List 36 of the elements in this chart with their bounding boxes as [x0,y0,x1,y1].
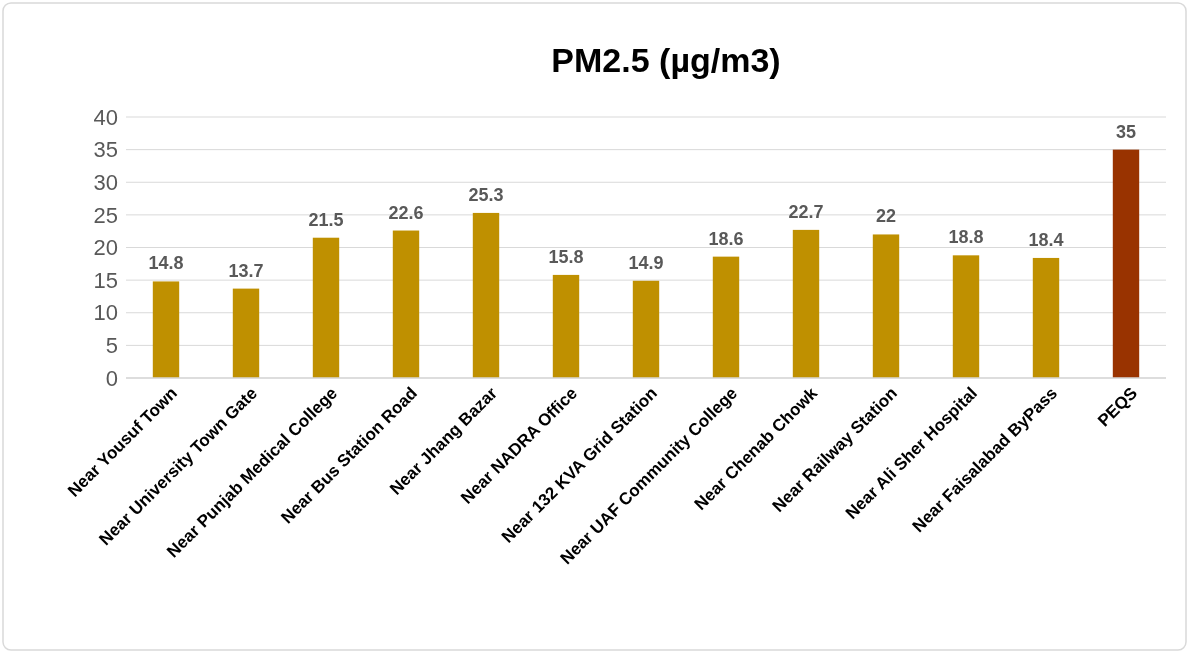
bar [152,281,180,378]
data-label: 14.8 [148,253,184,274]
data-label: 13.7 [228,260,264,281]
bar [552,274,580,378]
y-tick-label: 25 [93,202,118,228]
chart-title: PM2.5 (µg/m3) [551,41,781,79]
bar [792,229,820,378]
y-tick-label: 10 [93,300,118,326]
bar [392,230,420,378]
data-label: 15.8 [548,246,584,267]
y-tick-label: 30 [93,169,118,195]
data-label: 35 [1115,121,1137,142]
bar [1112,149,1140,378]
y-tick-label: 0 [105,365,118,391]
bar [1032,257,1060,378]
bar [312,237,340,378]
bar [872,234,900,378]
bar [232,288,260,378]
data-label: 25.3 [468,184,504,205]
y-tick-label: 40 [93,104,118,130]
y-tick-label: 35 [93,137,118,163]
data-label: 22 [875,206,897,227]
bar [472,212,500,378]
data-label: 14.9 [628,252,664,273]
bar [712,256,740,378]
data-label: 22.6 [388,202,424,223]
y-tick-label: 15 [93,267,118,293]
y-tick-label: 5 [105,333,118,359]
data-label: 18.8 [948,227,984,248]
bar [952,255,980,378]
bar [632,280,660,378]
data-label: 18.6 [708,228,744,249]
data-label: 21.5 [308,209,344,230]
data-label: 18.4 [1028,229,1064,250]
y-tick-label: 20 [93,235,118,261]
data-label: 22.7 [788,201,824,222]
